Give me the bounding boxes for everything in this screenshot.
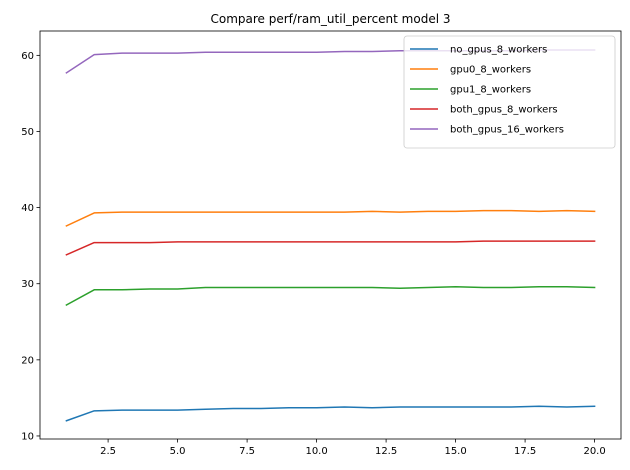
y-tick-label: 20 bbox=[21, 355, 34, 366]
x-tick-label: 7.5 bbox=[239, 446, 255, 457]
series-line-no_gpus_8_workers bbox=[65, 405, 596, 422]
y-tick-label: 60 bbox=[21, 51, 34, 62]
series-line-both_gpus_8_workers bbox=[65, 240, 596, 256]
legend-label: no_gpus_8_workers bbox=[450, 45, 547, 56]
series-line-gpu0_8_workers bbox=[65, 209, 596, 227]
chart-title: Compare perf/ram_util_percent model 3 bbox=[211, 12, 451, 26]
x-axis: 2.5 5.0 7.5 10.0 12.5 15.0 17.5 20.0 bbox=[100, 439, 606, 457]
series-line-gpu1_8_workers bbox=[65, 286, 596, 307]
y-tick-label: 50 bbox=[21, 127, 34, 138]
x-tick-label: 15.0 bbox=[444, 446, 466, 457]
x-tick-label: 2.5 bbox=[100, 446, 116, 457]
legend-label: both_gpus_8_workers bbox=[450, 105, 558, 116]
legend: no_gpus_8_workers gpu0_8_workers gpu1_8_wo… bbox=[403, 35, 616, 149]
x-tick-label: 5.0 bbox=[170, 446, 186, 457]
legend-box bbox=[403, 35, 616, 149]
x-tick-label: 10.0 bbox=[305, 446, 327, 457]
y-axis: 10 20 30 40 50 60 bbox=[21, 51, 40, 442]
x-tick-label: 20.0 bbox=[583, 446, 605, 457]
series-layer bbox=[65, 49, 596, 422]
plot-frame bbox=[39, 30, 622, 440]
y-tick-label: 40 bbox=[21, 203, 34, 214]
y-tick-label: 10 bbox=[21, 431, 34, 442]
x-tick-label: 12.5 bbox=[375, 446, 397, 457]
legend-label: both_gpus_16_workers bbox=[450, 125, 564, 136]
y-tick-label: 30 bbox=[21, 279, 34, 290]
legend-label: gpu0_8_workers bbox=[450, 65, 531, 76]
legend-label: gpu1_8_workers bbox=[450, 85, 531, 96]
x-tick-label: 17.5 bbox=[514, 446, 536, 457]
